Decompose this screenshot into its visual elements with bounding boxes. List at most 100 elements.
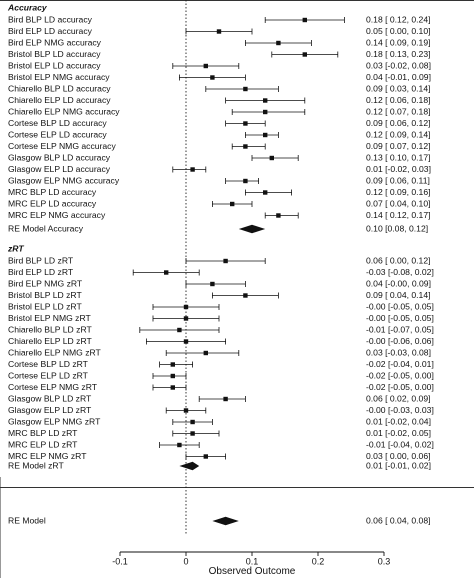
study-label: Bristol ELP LD zRT bbox=[8, 301, 82, 311]
estimate-text: 0.09 [ 0.06, 0.11] bbox=[366, 175, 430, 185]
study-label: MRC ELP NMG zRT bbox=[8, 451, 87, 461]
point-estimate bbox=[263, 98, 268, 103]
study-label: Glasgow BLP LD zRT bbox=[8, 393, 92, 403]
point-estimate bbox=[190, 167, 195, 172]
estimate-text: 0.13 [ 0.10, 0.17] bbox=[366, 152, 431, 162]
study-label: Bird ELP LD accuracy bbox=[8, 26, 93, 36]
x-axis-label: Observed Outcome bbox=[209, 566, 296, 577]
estimate-text: 0.12 [ 0.06, 0.18] bbox=[366, 95, 431, 105]
estimate-text: 0.04 [-0.01, 0.09] bbox=[366, 72, 431, 82]
estimate-text: -0.01 [-0.07, 0.05] bbox=[366, 324, 434, 334]
estimate-text: 0.01 [-0.02, 0.03] bbox=[366, 164, 431, 174]
study-label: Glasgow ELP NMG accuracy bbox=[8, 175, 120, 185]
estimate-text: 0.03 [-0.03, 0.08] bbox=[366, 347, 431, 357]
point-estimate bbox=[183, 408, 189, 413]
estimate-text: -0.00 [-0.03, 0.03] bbox=[366, 405, 434, 415]
estimate-text: 0.05 [ 0.00, 0.10] bbox=[366, 26, 431, 36]
x-tick-label: -0.1 bbox=[112, 556, 128, 566]
study-label: Cortese BLP LD accuracy bbox=[8, 118, 107, 128]
point-estimate bbox=[263, 190, 268, 195]
point-estimate bbox=[177, 442, 182, 448]
point-estimate bbox=[243, 178, 248, 184]
estimate-text: 0.09 [ 0.06, 0.12] bbox=[366, 118, 431, 128]
estimate-text: 0.01 [-0.02, 0.05] bbox=[366, 428, 431, 438]
study-label: Chiarello ELP LD accuracy bbox=[8, 95, 111, 105]
section-heading: zRT bbox=[7, 243, 24, 253]
estimate-text: -0.00 [-0.05, 0.05] bbox=[366, 301, 434, 311]
study-label: MRC ELP LD accuracy bbox=[8, 198, 97, 208]
estimate-text: 0.03 [-0.02, 0.08] bbox=[366, 60, 431, 70]
point-estimate bbox=[170, 362, 175, 367]
study-label: Bird ELP NMG accuracy bbox=[8, 37, 102, 47]
point-estimate bbox=[170, 373, 175, 379]
point-estimate bbox=[183, 304, 189, 310]
summary-text: 0.10 [0.08, 0.12] bbox=[366, 223, 428, 233]
study-label: Chiarello ELP NMG zRT bbox=[8, 347, 102, 357]
study-label: Chiarello BLP LD zRT bbox=[8, 324, 92, 334]
estimate-text: 0.12 [ 0.07, 0.18] bbox=[366, 106, 431, 116]
study-label: Bristol ELP NMG zRT bbox=[8, 313, 92, 323]
estimate-text: -0.00 [-0.06, 0.06] bbox=[366, 336, 434, 346]
estimate-text: 0.03 [ 0.00, 0.06] bbox=[366, 451, 431, 461]
point-estimate bbox=[203, 63, 208, 69]
study-label: Chiarello ELP LD zRT bbox=[8, 336, 92, 346]
estimate-text: -0.02 [-0.05, 0.00] bbox=[366, 382, 434, 392]
study-label: Glasgow ELP LD accuracy bbox=[8, 164, 111, 174]
study-label: Bird ELP LD zRT bbox=[8, 267, 74, 277]
study-label: MRC ELP LD zRT bbox=[8, 439, 78, 449]
estimate-text: 0.01 [-0.02, 0.04] bbox=[366, 416, 431, 426]
point-estimate bbox=[269, 155, 274, 161]
estimate-text: 0.07 [ 0.04, 0.10] bbox=[366, 198, 431, 208]
estimate-text: 0.09 [ 0.04, 0.14] bbox=[366, 290, 431, 300]
point-estimate bbox=[302, 52, 307, 57]
estimate-text: 0.06 [ 0.00, 0.12] bbox=[366, 255, 431, 265]
point-estimate bbox=[302, 17, 307, 23]
study-label: MRC ELP NMG accuracy bbox=[8, 210, 106, 220]
estimate-text: 0.12 [ 0.09, 0.16] bbox=[366, 187, 431, 197]
study-label: Cortese BLP LD zRT bbox=[8, 359, 89, 369]
study-label: Bristol BLP LD accuracy bbox=[8, 49, 101, 59]
point-estimate bbox=[210, 75, 215, 80]
estimate-text: 0.14 [ 0.09, 0.19] bbox=[366, 37, 431, 47]
point-estimate bbox=[243, 144, 248, 149]
point-estimate bbox=[223, 258, 228, 264]
estimate-text: 0.09 [ 0.03, 0.14] bbox=[366, 83, 431, 93]
estimate-text: -0.01 [-0.04, 0.02] bbox=[366, 439, 434, 449]
study-label: Cortese ELP LD zRT bbox=[8, 370, 89, 380]
x-tick-label: 0.3 bbox=[378, 556, 391, 566]
study-label: MRC BLP LD zRT bbox=[8, 428, 78, 438]
point-estimate bbox=[177, 327, 182, 333]
study-label: Chiarello ELP NMG accuracy bbox=[8, 106, 120, 116]
study-label: Cortese ELP LD accuracy bbox=[8, 129, 107, 139]
section-heading: Accuracy bbox=[7, 2, 48, 12]
point-estimate bbox=[243, 121, 248, 126]
study-label: Bird ELP NMG zRT bbox=[8, 278, 83, 288]
estimate-text: -0.03 [-0.08, 0.02] bbox=[366, 267, 434, 277]
summary-label: RE Model zRT bbox=[8, 460, 64, 470]
point-estimate bbox=[183, 316, 189, 321]
point-estimate bbox=[276, 213, 281, 218]
estimate-text: -0.02 [-0.04, 0.01] bbox=[366, 359, 434, 369]
study-label: Bird BLP LD zRT bbox=[8, 255, 74, 265]
study-label: Cortese ELP NMG zRT bbox=[8, 382, 98, 392]
study-label: Chiarello BLP LD accuracy bbox=[8, 83, 111, 93]
estimate-text: 0.09 [ 0.07, 0.12] bbox=[366, 141, 431, 151]
point-estimate bbox=[164, 270, 169, 275]
point-estimate bbox=[223, 396, 228, 402]
point-estimate bbox=[243, 293, 248, 298]
study-label: MRC BLP LD accuracy bbox=[8, 187, 97, 197]
study-label: Glasgow ELP NMG zRT bbox=[8, 416, 101, 426]
study-label: Glasgow ELP LD zRT bbox=[8, 405, 92, 415]
x-tick-label: 0 bbox=[183, 556, 188, 566]
point-estimate bbox=[263, 132, 268, 138]
estimate-text: 0.04 [-0.00, 0.09] bbox=[366, 278, 431, 288]
study-label: Bird BLP LD accuracy bbox=[8, 14, 93, 24]
overall-text: 0.06 [ 0.04, 0.08] bbox=[366, 515, 431, 525]
point-estimate bbox=[243, 86, 248, 92]
estimate-text: -0.00 [-0.05, 0.05] bbox=[366, 313, 434, 323]
study-label: Bristol ELP NMG accuracy bbox=[8, 72, 110, 82]
estimate-text: 0.18 [ 0.12, 0.24] bbox=[366, 14, 431, 24]
point-estimate bbox=[216, 29, 222, 34]
estimate-text: 0.12 [ 0.09, 0.14] bbox=[366, 129, 431, 139]
